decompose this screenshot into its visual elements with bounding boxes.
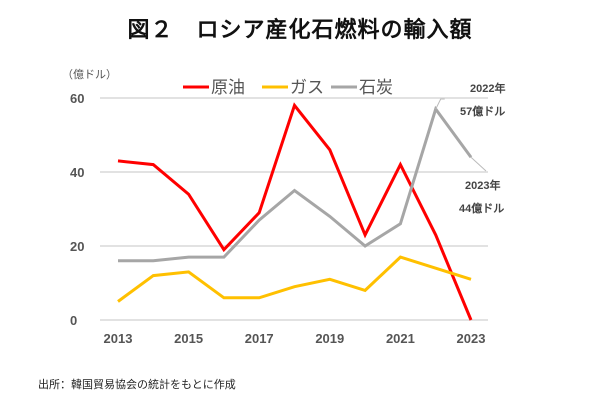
annotation-year: 2023年 bbox=[465, 178, 500, 192]
series-line-ガス bbox=[117, 255, 472, 303]
chart-title: 図２ ロシア産化石燃料の輸入額 bbox=[127, 18, 473, 43]
x-tick-label: 2015 bbox=[174, 331, 203, 346]
x-tick-label: 2019 bbox=[315, 331, 344, 346]
x-tick-label: 2023 bbox=[457, 331, 486, 346]
x-tick-label: 2021 bbox=[386, 331, 415, 346]
annotation-value: 57億ドル bbox=[460, 104, 505, 118]
y-tick-label: 40 bbox=[70, 165, 84, 180]
annotation-leader bbox=[470, 156, 487, 172]
legend-label: 原油 bbox=[211, 78, 245, 98]
legend-label: 石炭 bbox=[359, 78, 393, 98]
annotation-value: 44億ドル bbox=[459, 201, 504, 215]
y-tick-label: 60 bbox=[70, 91, 84, 106]
annotation-leader bbox=[435, 98, 445, 110]
y-tick-label: 20 bbox=[70, 239, 84, 254]
series-line-石炭 bbox=[118, 105, 473, 263]
annotation-year: 2022年 bbox=[470, 81, 505, 95]
y-axis-unit-label: （億ドル） bbox=[62, 68, 117, 81]
x-tick-label: 2017 bbox=[245, 331, 274, 346]
source-note: 出所：韓国貿易協会の統計をもとに作成 bbox=[38, 378, 236, 391]
legend-label: ガス bbox=[290, 78, 324, 98]
x-tick-label: 2013 bbox=[104, 331, 133, 346]
y-tick-label: 0 bbox=[70, 313, 77, 328]
